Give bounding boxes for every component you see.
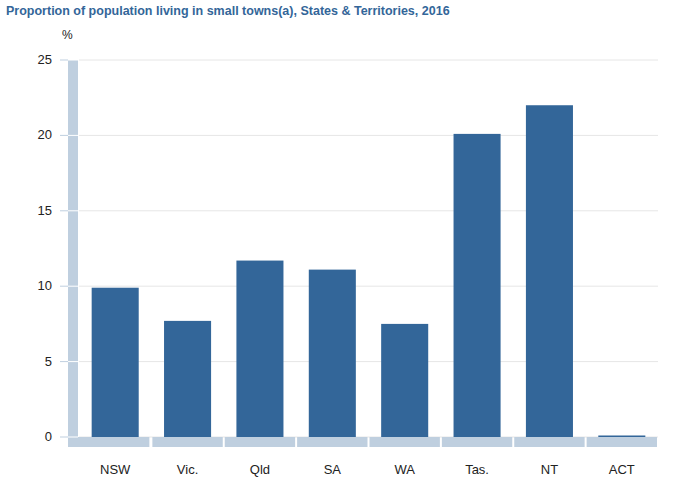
- bar: [164, 321, 211, 437]
- chart: Proportion of population living in small…: [0, 0, 685, 484]
- y-axis-notch: [68, 60, 78, 61]
- tick-mark: [60, 135, 68, 136]
- y-axis-notch: [68, 286, 78, 287]
- title: Proportion of population living in small…: [6, 4, 450, 18]
- x-axis: [370, 437, 440, 447]
- tick-mark: [60, 60, 68, 61]
- bars: [92, 105, 646, 437]
- category-label: Tas.: [465, 462, 489, 477]
- bar: [236, 261, 283, 437]
- tick-label: 10: [38, 278, 52, 293]
- x-axis: [225, 437, 295, 447]
- y-axis-notch: [68, 437, 78, 438]
- tick-mark: [60, 286, 68, 287]
- tick-label: 15: [38, 203, 52, 218]
- x-axis: [587, 437, 657, 447]
- grid-line: [79, 60, 658, 61]
- bar: [381, 324, 428, 437]
- bar: [598, 435, 645, 437]
- x-axis: [442, 437, 512, 447]
- category-label: ACT: [609, 462, 635, 477]
- category-label: WA: [394, 462, 415, 477]
- y-axis: [68, 60, 78, 447]
- category-label: NT: [541, 462, 558, 477]
- tick-mark: [60, 437, 68, 438]
- y-axis-notch: [68, 210, 78, 211]
- x-axis: [68, 437, 149, 447]
- tick-mark: [60, 210, 68, 211]
- category-label: Qld: [250, 462, 270, 477]
- x-axis: [514, 437, 584, 447]
- tick-label: 5: [45, 354, 52, 369]
- category-label: Vic.: [177, 462, 198, 477]
- x-axis: [152, 437, 222, 447]
- bar: [526, 105, 573, 437]
- category-label: SA: [324, 462, 342, 477]
- bar: [92, 288, 139, 437]
- bar: [454, 134, 501, 437]
- tick-label: 0: [45, 429, 52, 444]
- category-label: NSW: [100, 462, 131, 477]
- bar: [309, 270, 356, 437]
- tick-mark: [60, 361, 68, 362]
- tick-label: 25: [38, 52, 52, 67]
- x-axis: [297, 437, 367, 447]
- y-axis-label: %: [62, 28, 73, 42]
- tick-label: 20: [38, 127, 52, 142]
- y-axis-notch: [68, 361, 78, 362]
- y-axis-notch: [68, 135, 78, 136]
